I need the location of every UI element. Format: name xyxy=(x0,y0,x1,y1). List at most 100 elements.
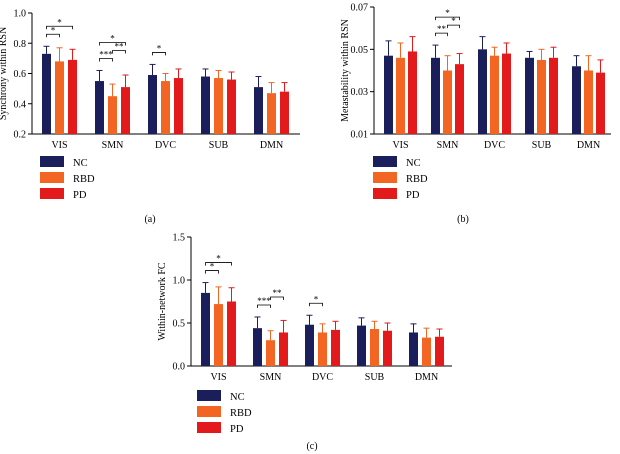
bar-nc-dmn xyxy=(254,87,263,134)
legend-swatch-nc xyxy=(197,390,221,401)
bar-nc-vis xyxy=(384,55,393,134)
bar-pd-vis xyxy=(408,51,417,135)
bar-pd-vis xyxy=(68,59,77,135)
bar-rbd-dvc xyxy=(318,332,327,366)
y-tick-label: 0.03 xyxy=(351,87,369,98)
significance-bracket xyxy=(99,58,113,62)
y-tick-label: 0.07 xyxy=(351,3,369,14)
x-tick-label: SMN xyxy=(260,372,282,383)
x-tick-label: DMN xyxy=(577,140,600,151)
x-tick-label: SMN xyxy=(437,140,459,151)
legend-label-rbd: RBD xyxy=(73,174,95,185)
panel-label: (a) xyxy=(144,214,155,225)
y-axis-label: Metastability within RSN xyxy=(340,19,351,122)
bar-pd-dmn xyxy=(596,72,605,134)
x-tick-label: SMN xyxy=(102,140,124,151)
legend-swatch-pd xyxy=(373,188,397,199)
bar-rbd-sub xyxy=(537,59,546,134)
y-tick-label: 0.2 xyxy=(14,130,27,141)
significance-label: * xyxy=(216,254,221,264)
significance-label: * xyxy=(445,8,450,18)
y-axis-label: Within-network FC xyxy=(157,262,168,341)
chart-panel-1: 0.2 0.4 0.6 0.8 1.0 Synchrony within RSN VIS SM… xyxy=(0,9,300,225)
bar-nc-dvc xyxy=(305,324,314,366)
bar-nc-sub xyxy=(525,57,534,134)
legend-swatch-rbd xyxy=(40,172,64,183)
y-tick-label: 0.6 xyxy=(14,69,27,80)
significance-bracket xyxy=(309,302,323,307)
significance-bracket xyxy=(257,304,271,308)
significance-label: *** xyxy=(99,49,113,59)
y-tick-label: 0.05 xyxy=(351,45,369,56)
legend-swatch-pd xyxy=(40,188,64,199)
bar-rbd-vis xyxy=(55,61,64,134)
x-tick-label: SUB xyxy=(209,140,229,151)
significance-label: * xyxy=(314,294,319,304)
bar-nc-smn xyxy=(431,57,440,134)
significance-bracket xyxy=(46,33,60,38)
bar-rbd-dvc xyxy=(490,55,499,134)
chart-panel-3: 0.0 0.5 1.0 1.5 Within-network FC VIS SMN DVC SU… xyxy=(157,233,452,452)
bar-pd-dmn xyxy=(280,91,289,134)
bar-nc-dvc xyxy=(478,49,487,135)
bar-nc-sub xyxy=(201,76,210,134)
x-tick-label: DMN xyxy=(260,140,283,151)
bar-pd-sub xyxy=(549,57,558,134)
y-tick-label: 0.8 xyxy=(14,39,27,50)
bar-nc-vis xyxy=(201,292,210,366)
bar-nc-vis xyxy=(42,53,51,134)
bar-rbd-vis xyxy=(396,57,405,134)
x-tick-label: SUB xyxy=(532,140,552,151)
bar-rbd-smn xyxy=(108,96,117,134)
bar-nc-smn xyxy=(253,328,262,366)
y-tick-label: 1.0 xyxy=(173,276,186,287)
legend-label-rbd: RBD xyxy=(406,174,428,185)
bar-rbd-vis xyxy=(214,304,223,366)
legend-label-nc: NC xyxy=(73,158,88,169)
bar-nc-dmn xyxy=(572,66,581,134)
x-tick-label: DVC xyxy=(484,140,505,151)
bar-nc-sub xyxy=(357,325,366,366)
significance-bracket xyxy=(112,50,126,54)
bar-rbd-sub xyxy=(370,329,379,366)
significance-bracket xyxy=(447,24,460,29)
x-tick-label: VIS xyxy=(51,140,67,151)
bar-rbd-dmn xyxy=(422,337,431,366)
bar-pd-sub xyxy=(383,330,392,366)
legend-swatch-nc xyxy=(40,156,64,167)
legend-label-pd: PD xyxy=(230,424,244,435)
y-tick-label: 0.4 xyxy=(14,99,27,110)
significance-label: ** xyxy=(115,41,125,51)
legend-label-pd: PD xyxy=(406,190,420,201)
significance-bracket xyxy=(46,25,73,30)
y-tick-label: 0.0 xyxy=(173,362,186,373)
x-tick-label: DVC xyxy=(155,140,176,151)
bar-pd-dvc xyxy=(331,329,340,366)
bar-pd-smn xyxy=(121,87,130,134)
significance-label: * xyxy=(51,25,56,35)
significance-bracket xyxy=(152,52,166,56)
legend-swatch-rbd xyxy=(373,172,397,183)
bar-rbd-sub xyxy=(214,78,223,134)
bar-pd-dmn xyxy=(435,336,444,366)
legend-swatch-rbd xyxy=(197,406,221,417)
significance-label: * xyxy=(57,17,62,27)
y-axis-label: Synchrony within RSN xyxy=(0,27,9,120)
significance-label: ** xyxy=(273,288,283,298)
legend-label-pd: PD xyxy=(73,190,87,201)
legend-label-nc: NC xyxy=(230,392,245,403)
x-tick-label: VIS xyxy=(392,140,408,151)
x-tick-label: DMN xyxy=(415,372,438,383)
significance-label: * xyxy=(210,262,215,272)
significance-label: * xyxy=(157,43,162,53)
significance-bracket xyxy=(205,262,232,266)
bar-pd-smn xyxy=(279,332,288,366)
significance-label: ** xyxy=(437,24,447,34)
bar-rbd-smn xyxy=(443,70,452,134)
bar-nc-dmn xyxy=(409,332,418,366)
bar-pd-vis xyxy=(227,301,236,366)
bar-rbd-dvc xyxy=(161,81,170,134)
legend-label-rbd: RBD xyxy=(230,408,252,419)
